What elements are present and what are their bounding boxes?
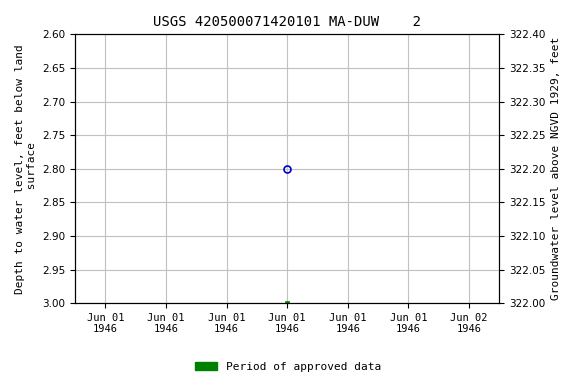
Y-axis label: Depth to water level, feet below land
 surface: Depth to water level, feet below land su… — [15, 44, 37, 294]
Legend: Period of approved data: Period of approved data — [191, 358, 385, 377]
Y-axis label: Groundwater level above NGVD 1929, feet: Groundwater level above NGVD 1929, feet — [551, 37, 561, 300]
Title: USGS 420500071420101 MA-DUW    2: USGS 420500071420101 MA-DUW 2 — [153, 15, 421, 29]
